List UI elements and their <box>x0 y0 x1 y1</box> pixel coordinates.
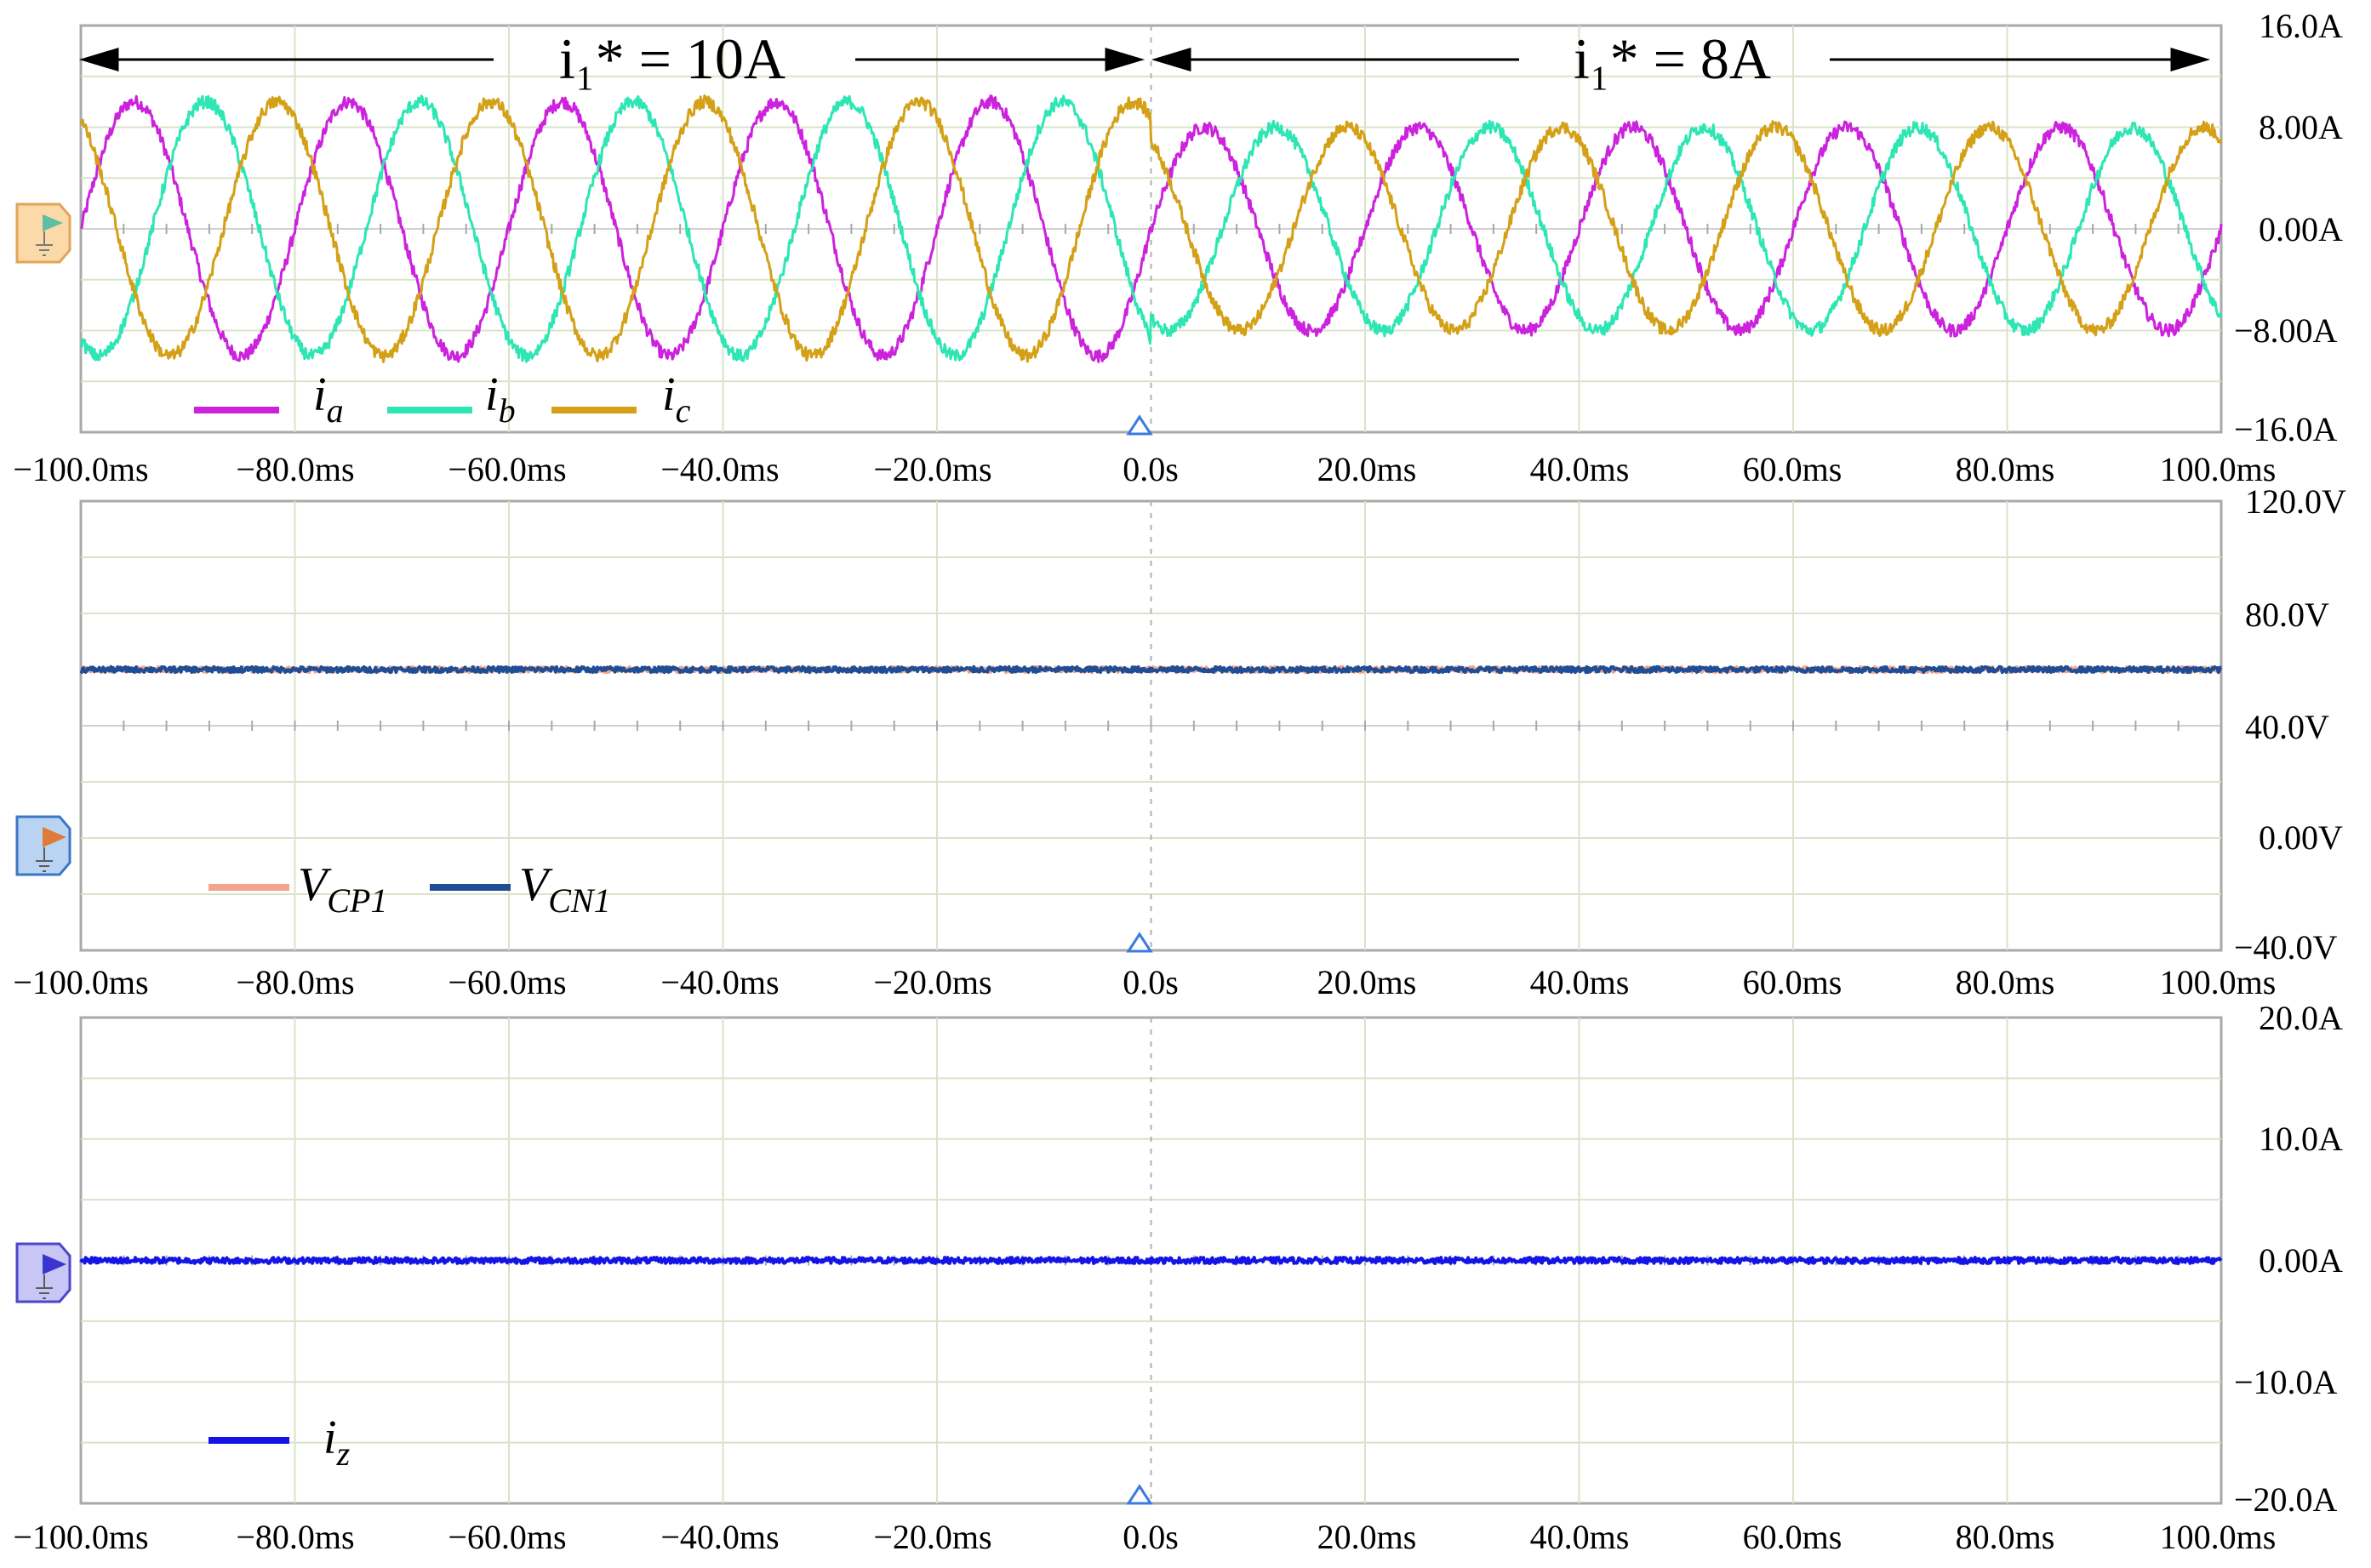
y-tick-labels: 16.0A 8.00A 0.00A −8.00A −16.0A <box>2234 7 2343 448</box>
x-tick-label: 100.0ms <box>2160 450 2277 488</box>
x-tick-label: 100.0ms <box>2160 1518 2277 1556</box>
panel-circulating-current: 20.0A 10.0A 0.00A −10.0A −20.0A −100.0ms… <box>13 999 2343 1556</box>
trace-iz <box>79 1256 2223 1265</box>
legend: ia ib ic <box>194 368 691 430</box>
setpoint-annotations <box>78 47 2211 72</box>
y-tick-label: 80.0V <box>2245 596 2329 634</box>
y-tick-label: 120.0V <box>2245 482 2346 521</box>
x-tick-label: 40.0ms <box>1530 1518 1630 1556</box>
trace-vcn1 <box>79 664 2222 675</box>
trigger-marker-icon <box>1126 932 1153 953</box>
x-tick-label: 40.0ms <box>1530 450 1630 488</box>
y-tick-label: 20.0A <box>2259 999 2343 1037</box>
legend-label-ia: ia <box>313 368 344 430</box>
panel-capacitor-voltages: 120.0V 80.0V 40.0V 0.00V −40.0V −100.0ms… <box>13 482 2346 1001</box>
y-tick-label: 10.0A <box>2259 1120 2343 1158</box>
x-tick-label: 100.0ms <box>2160 963 2277 1001</box>
trace-ia <box>79 94 2223 363</box>
x-tick-label: 0.0s <box>1123 1518 1179 1556</box>
x-tick-label: 60.0ms <box>1743 963 1843 1001</box>
y-tick-label: 8.00A <box>2259 108 2343 146</box>
legend-label-vcn1: VCN1 <box>519 858 611 920</box>
x-tick-label: 20.0ms <box>1317 963 1417 1001</box>
channel-marker-icon <box>15 202 71 264</box>
y-tick-label: −40.0V <box>2234 928 2338 966</box>
x-tick-label: −60.0ms <box>448 1518 566 1556</box>
legend-label-iz: iz <box>323 1411 351 1473</box>
waveforms <box>79 94 2223 363</box>
x-tick-label: 20.0ms <box>1317 1518 1417 1556</box>
y-tick-label: −8.00A <box>2234 311 2338 350</box>
x-tick-label: −60.0ms <box>448 450 566 488</box>
x-tick-label: −40.0ms <box>660 963 779 1001</box>
x-tick-label: −100.0ms <box>13 1518 148 1556</box>
annotation-before: i₁* = 10A <box>559 26 786 91</box>
y-tick-label: 16.0A <box>2259 7 2343 45</box>
trace-ic <box>79 94 2223 363</box>
x-tick-label: 20.0ms <box>1317 450 1417 488</box>
trace-ib <box>79 94 2223 363</box>
x-tick-label: 60.0ms <box>1743 1518 1843 1556</box>
x-tick-label: −80.0ms <box>236 1518 354 1556</box>
y-tick-label: 0.00A <box>2259 1241 2343 1280</box>
x-tick-label: −20.0ms <box>873 963 991 1001</box>
x-tick-label: 60.0ms <box>1743 450 1843 488</box>
arrow-head <box>78 47 119 72</box>
x-tick-label: 0.0s <box>1123 450 1179 488</box>
panel-phase-currents: 16.0A 8.00A 0.00A −8.00A −16.0A −100.0ms… <box>13 7 2343 488</box>
y-tick-labels: 120.0V 80.0V 40.0V 0.00V −40.0V <box>2234 482 2346 966</box>
legend: iz <box>209 1411 351 1473</box>
trigger-marker-icon <box>1126 1484 1153 1505</box>
legend-label-ic: ic <box>662 368 691 430</box>
x-tick-label: 40.0ms <box>1530 963 1630 1001</box>
y-tick-label: −20.0A <box>2234 1480 2338 1519</box>
annotation-after: i₁* = 8A <box>1574 26 1771 91</box>
trigger-marker-icon <box>1126 414 1153 436</box>
arrow-head <box>1151 47 1191 72</box>
x-tick-labels: −100.0ms −80.0ms −60.0ms −40.0ms −20.0ms 0.0s… <box>13 450 2276 488</box>
x-tick-label: −60.0ms <box>448 963 566 1001</box>
y-tick-label: 0.00V <box>2259 818 2343 857</box>
waveforms <box>79 664 2223 675</box>
y-tick-label: −10.0A <box>2234 1363 2338 1401</box>
waveforms <box>79 1256 2223 1265</box>
y-tick-label: −16.0A <box>2234 410 2338 448</box>
y-tick-label: 0.00A <box>2259 210 2343 248</box>
x-tick-labels: −100.0ms −80.0ms −60.0ms −40.0ms −20.0ms 0.0s… <box>13 963 2276 1001</box>
x-tick-label: 0.0s <box>1123 963 1179 1001</box>
x-tick-label: −40.0ms <box>660 450 779 488</box>
channel-marker-icon <box>15 815 71 876</box>
x-tick-label: −80.0ms <box>236 963 354 1001</box>
x-tick-label: −20.0ms <box>873 1518 991 1556</box>
x-tick-labels: −100.0ms −80.0ms −60.0ms −40.0ms −20.0ms 0.0s… <box>13 1518 2276 1556</box>
x-tick-label: 80.0ms <box>1956 1518 2055 1556</box>
legend-label-vcp1: VCP1 <box>298 858 387 920</box>
x-tick-label: 80.0ms <box>1956 963 2055 1001</box>
y-tick-labels: 20.0A 10.0A 0.00A −10.0A −20.0A <box>2234 999 2343 1519</box>
channel-marker-icon <box>15 1242 71 1303</box>
x-tick-label: −100.0ms <box>13 963 148 1001</box>
arrow-head <box>1105 47 1146 72</box>
x-tick-label: 80.0ms <box>1956 450 2055 488</box>
x-tick-label: −20.0ms <box>873 450 991 488</box>
x-tick-label: −80.0ms <box>236 450 354 488</box>
arrow-head <box>2170 47 2211 72</box>
x-tick-label: −100.0ms <box>13 450 148 488</box>
x-tick-label: −40.0ms <box>660 1518 779 1556</box>
legend-label-ib: ib <box>485 368 516 430</box>
legend: VCP1 VCN1 <box>209 858 611 920</box>
y-tick-label: 40.0V <box>2245 708 2329 746</box>
